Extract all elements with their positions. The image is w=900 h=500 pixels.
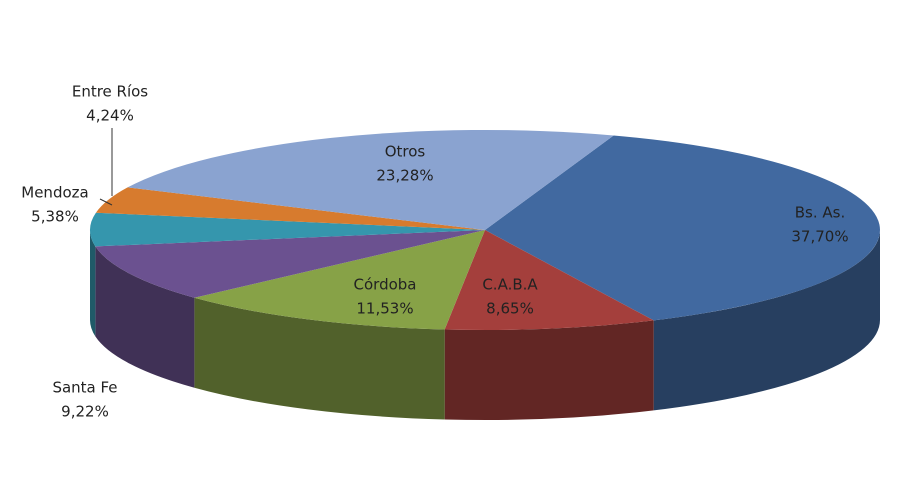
slice-label: Otros [385, 143, 426, 161]
value-label: 5,38% [31, 208, 79, 226]
value-label: 37,70% [791, 228, 848, 246]
slice-side [194, 297, 445, 420]
slice-label: Bs. As. [795, 204, 846, 222]
slice [444, 230, 654, 330]
slice [89, 212, 486, 247]
slice [95, 187, 486, 230]
slice-side [653, 230, 880, 411]
value-label: 11,53% [356, 300, 413, 318]
slice-label: Santa Fe [52, 379, 117, 397]
value-label: 23,28% [376, 167, 433, 185]
slice-side [90, 230, 96, 337]
slice-label: Córdoba [354, 276, 417, 294]
slice-side [444, 320, 654, 420]
slice [95, 230, 486, 298]
pie-tops [89, 130, 880, 330]
leader-line [99, 198, 113, 206]
value-label: 9,22% [61, 403, 109, 421]
slice-label: Mendoza [21, 184, 88, 202]
value-label: 4,24% [86, 107, 134, 125]
slice-label: C.A.B.A [482, 276, 538, 294]
slice-label: Entre Ríos [72, 83, 148, 101]
pie-sides [90, 230, 880, 420]
data-labels: Bs. As. 37,70% C.A.B.A 8,65% Córdoba 11,53% Sa… [21, 83, 848, 421]
slice-side [95, 246, 195, 388]
value-label: 8,65% [486, 300, 534, 318]
slice [127, 130, 614, 230]
slice [194, 230, 485, 330]
slice [485, 135, 880, 321]
